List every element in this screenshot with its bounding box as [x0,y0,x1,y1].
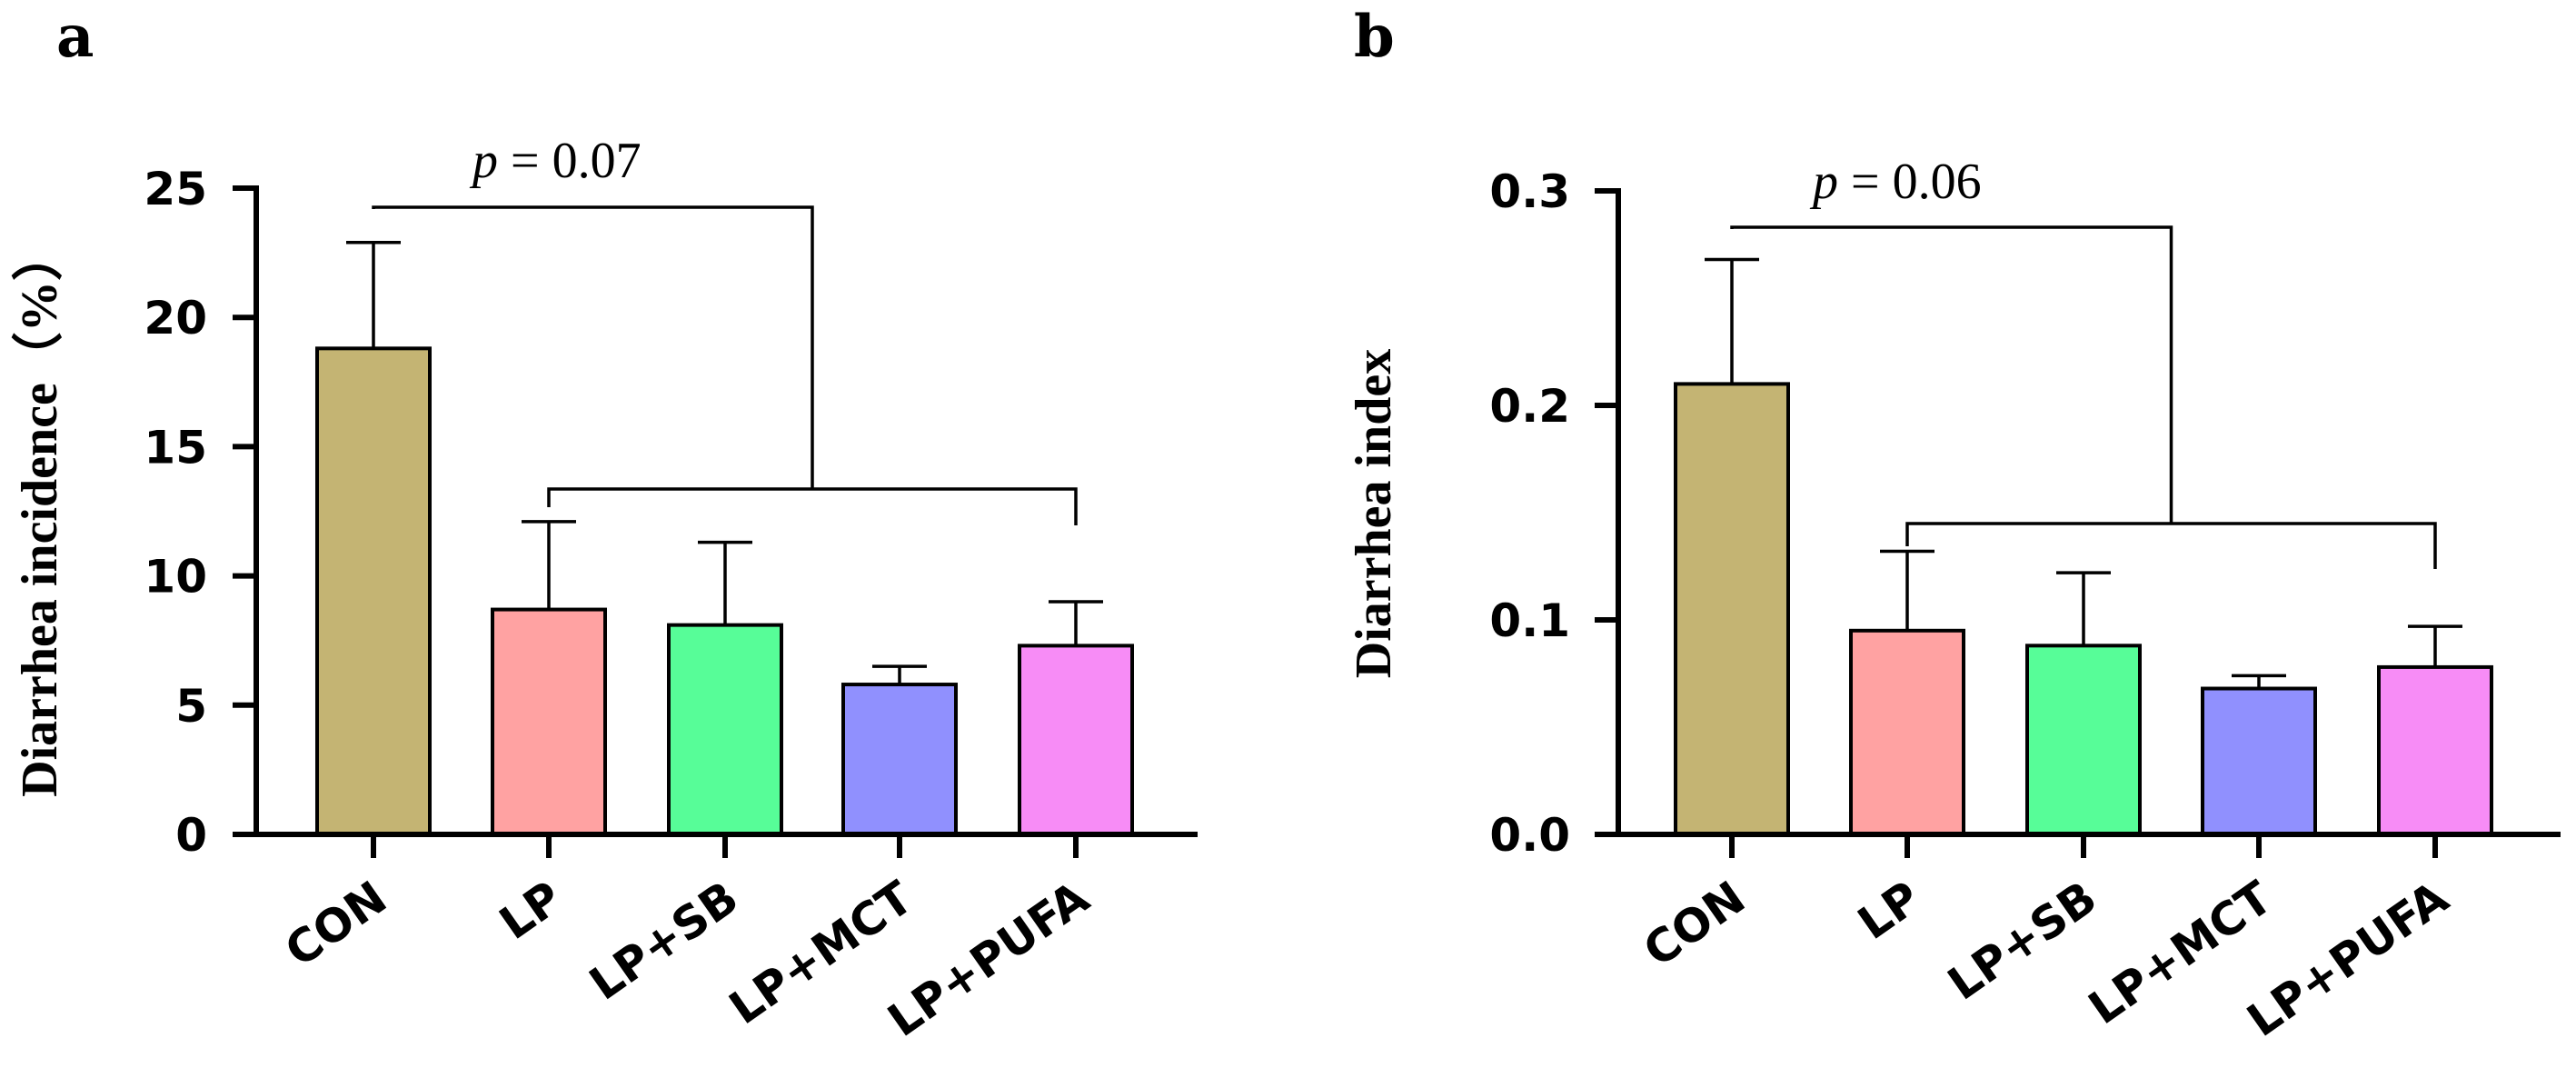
p-value: = 0.07 [498,133,642,189]
lower-bracket [547,487,1078,525]
bar-lp [491,607,607,837]
y-tick-label: 25 [144,163,207,215]
y-axis-title: Diarrhea index [1346,349,1402,678]
p-variable: p [1809,154,1838,210]
y-tick-label: 15 [144,421,207,474]
bar-con [315,346,432,836]
y-tick-label: 10 [144,551,207,604]
bar-lp-mct [841,683,958,836]
bar-lp [1849,628,1965,836]
y-tick-label: 5 [175,680,207,733]
bar-con [1674,382,1790,836]
y-tick-label: 0.3 [1489,165,1570,218]
x-tick-label: CON [1634,871,1754,977]
y-tick-label: 20 [144,292,207,344]
y-tick-label: 0.1 [1489,594,1570,647]
p-value-annotation: p = 0.06 [1809,154,1982,210]
y-tick-label: 0 [175,809,207,862]
x-tick-label: CON [275,871,395,977]
upper-bracket [372,205,814,489]
panel-letter: a [56,3,94,71]
x-tick-label: LP [490,871,571,950]
x-tick-label: LP+PUFA [879,871,1099,1047]
y-tick-label: 0.2 [1489,380,1570,433]
panel-letter: b [1354,3,1395,71]
bar-lp-mct [2201,686,2317,837]
bar-lp-pufa [2377,664,2493,836]
upper-bracket [1730,225,2173,524]
x-tick-label: LP [1848,871,1929,950]
bar-lp-pufa [1018,644,1134,836]
y-tick-label: 0.0 [1489,809,1570,862]
bar-lp-sb [2025,644,2142,836]
panel-a: a Diarrhea incidence（%） 0 5 10 15 20 25 CON LP LP+… [11,3,1198,1047]
lower-bracket [1905,522,2437,569]
p-value-annotation: p = 0.07 [469,133,642,189]
y-axis-title: Diarrhea incidence（%） [11,230,68,797]
x-tick-label: LP+PUFA [2238,871,2458,1047]
p-variable: p [469,133,498,189]
p-value: = 0.06 [1838,154,1982,210]
bar-lp-sb [667,623,783,836]
